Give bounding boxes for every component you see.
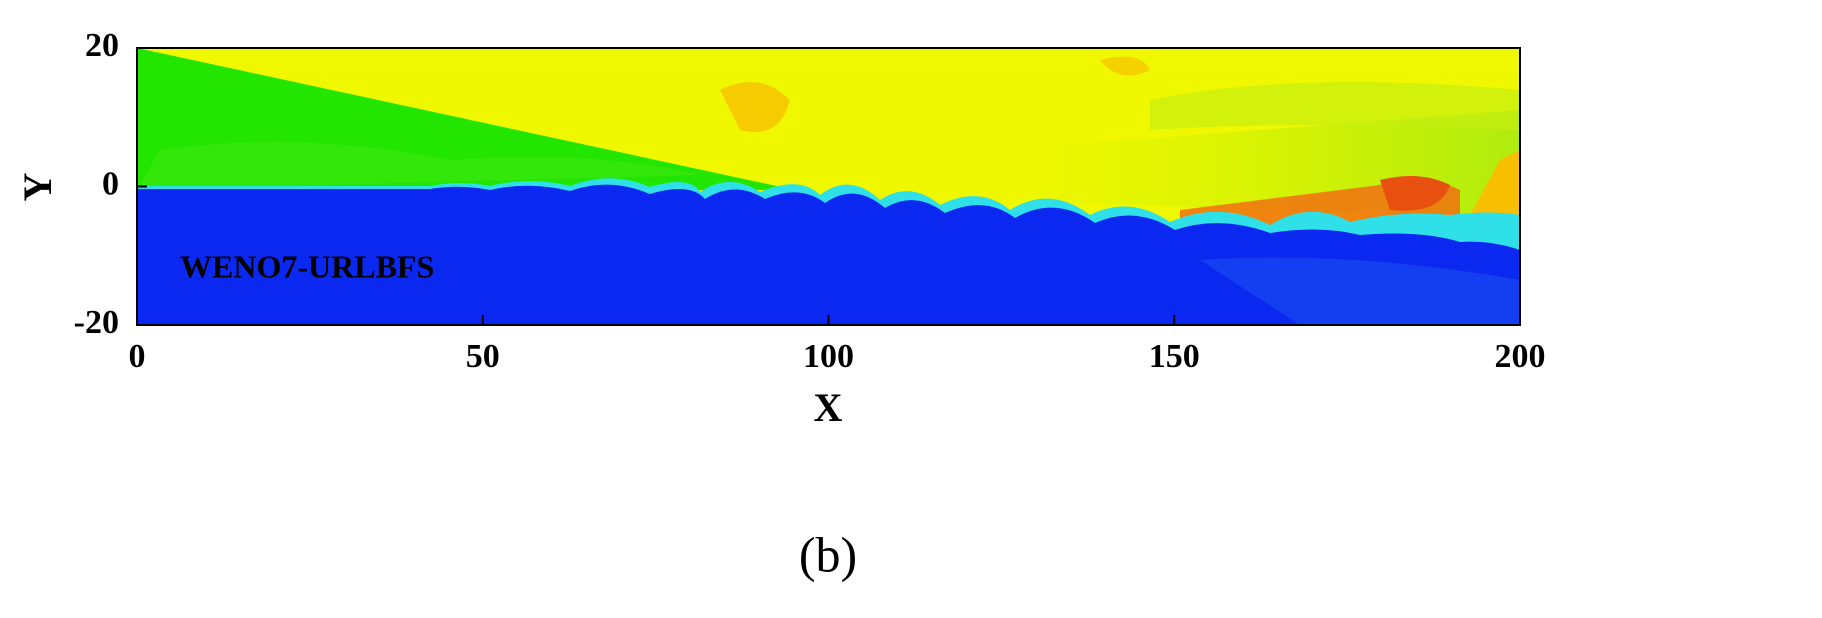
- annotation: WENO7-URLBFS: [180, 248, 434, 284]
- x-tick-label: 200: [1495, 338, 1546, 375]
- y-axis-label: Y: [15, 172, 60, 201]
- x-tick-label: 100: [803, 338, 854, 375]
- y-tick-label: 20: [85, 27, 119, 64]
- y-tick-label: 0: [102, 165, 119, 202]
- x-axis-label: X: [814, 385, 843, 430]
- caption: (b): [799, 526, 857, 582]
- contour-field: [137, 48, 1520, 325]
- x-tick-label: 0: [129, 338, 146, 375]
- x-tick-label: 50: [466, 338, 500, 375]
- y-tick-label: -20: [74, 304, 119, 341]
- x-tick-label: 150: [1149, 338, 1200, 375]
